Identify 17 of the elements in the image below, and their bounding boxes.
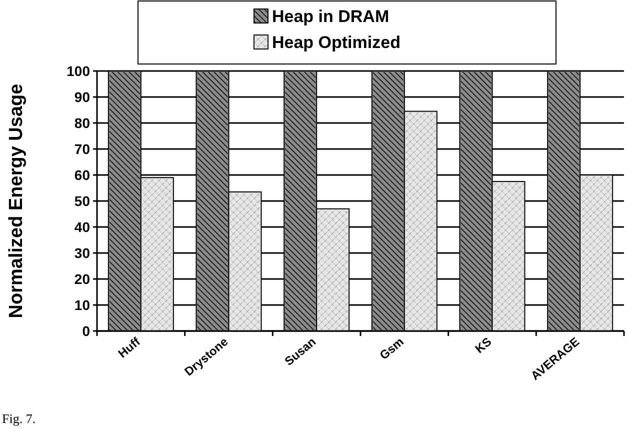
y-tick-label: 10 [74,296,90,313]
y-tick-label: 0 [82,322,90,339]
y-tick-label: 80 [74,114,90,131]
caption: Fig. 7. [2,411,36,426]
y-tick-label: 70 [74,140,90,157]
y-axis-title: Normalized Energy Usage [6,84,27,318]
y-tick-label: 20 [74,270,90,287]
y-tick-label: 100 [66,62,90,79]
x-tick-label: Gsm [376,334,406,362]
y-tick-label: 40 [74,218,90,235]
legend-label: Heap in DRAM [272,6,390,26]
legend-label: Heap Optimized [272,32,400,52]
x-tick-label: KS [472,334,494,356]
y-tick-label: 30 [74,244,90,261]
y-tick-label: 60 [74,166,90,183]
y-tick-label: 90 [74,88,90,105]
y-tick-label: 50 [74,192,90,209]
